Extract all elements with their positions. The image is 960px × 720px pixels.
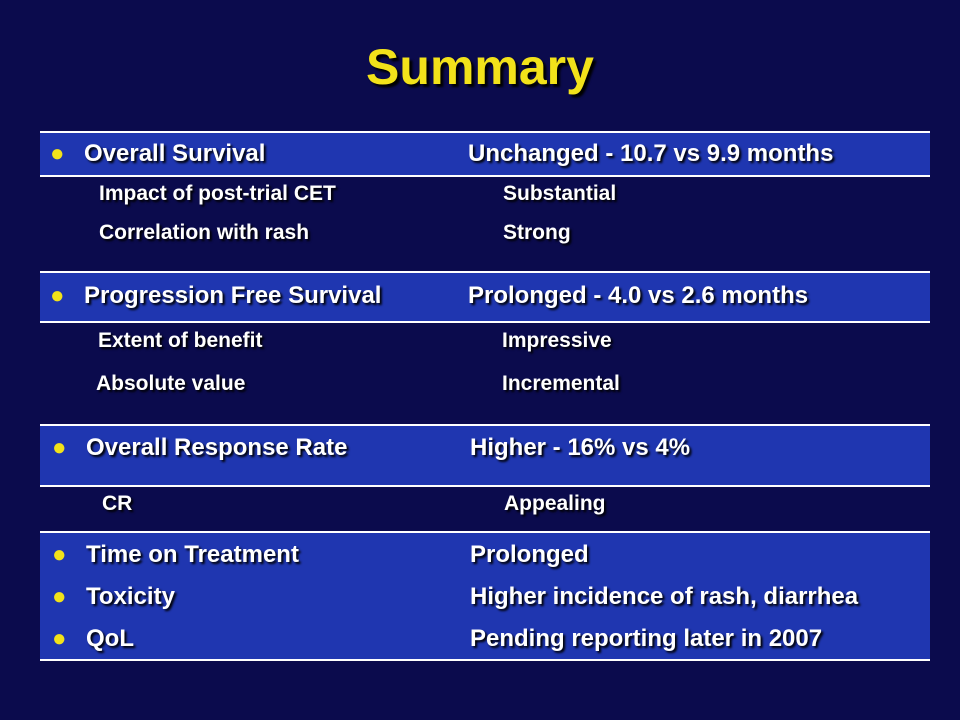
subrow-label: Extent of benefit: [98, 329, 263, 352]
subrow-label: Absolute value: [96, 372, 246, 395]
subrow-value: Substantial: [503, 182, 617, 205]
row-label: QoL: [86, 625, 134, 652]
row-value: Higher incidence of rash, diarrhea: [470, 583, 859, 610]
subrow-label: Correlation with rash: [99, 221, 310, 244]
row-label: Overall Survival: [84, 140, 266, 167]
bullet-icon: ●: [52, 625, 67, 652]
bullet-icon: ●: [50, 140, 65, 167]
subrow-label: Impact of post-trial CET: [99, 182, 336, 205]
row-label: Time on Treatment: [86, 541, 299, 568]
bullet-icon: ●: [50, 282, 65, 309]
slide-title: Summary: [366, 39, 594, 95]
bullet-icon: ●: [52, 541, 67, 568]
row-value: Higher - 16% vs 4%: [470, 434, 691, 461]
section-band-progression-free-survival: [40, 271, 930, 323]
section-band-treatment-toxicity-qol: [40, 531, 930, 661]
row-value: Pending reporting later in 2007: [470, 625, 823, 652]
row-label: Progression Free Survival: [84, 282, 382, 309]
row-label: Overall Response Rate: [86, 434, 348, 461]
bullet-icon: ●: [52, 583, 67, 610]
subrow-value: Impressive: [502, 329, 612, 352]
section-band-overall-survival: [40, 131, 930, 177]
section-band-overall-response-rate: [40, 424, 930, 487]
subrow-label: CR: [102, 492, 133, 515]
row-value: Prolonged - 4.0 vs 2.6 months: [468, 282, 809, 309]
subrow-value: Strong: [503, 221, 571, 244]
row-value: Unchanged - 10.7 vs 9.9 months: [468, 140, 834, 167]
subrow-value: Appealing: [504, 492, 606, 515]
bullet-icon: ●: [52, 434, 67, 461]
row-value: Prolonged: [470, 541, 589, 568]
subrow-value: Incremental: [502, 372, 620, 395]
row-label: Toxicity: [86, 583, 175, 610]
